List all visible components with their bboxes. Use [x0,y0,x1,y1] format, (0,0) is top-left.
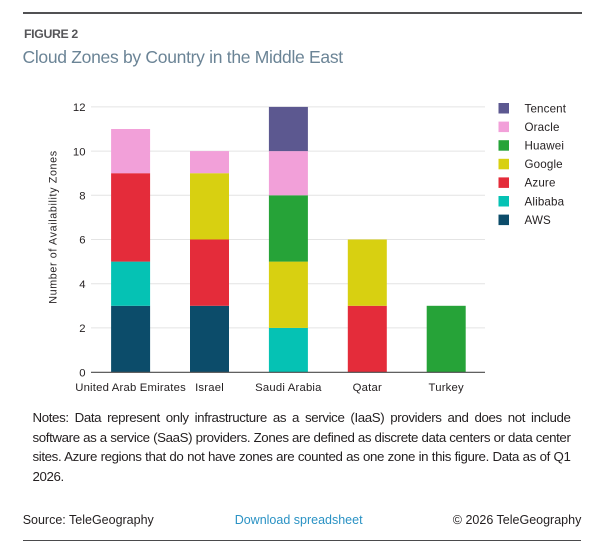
svg-text:Number of Availability Zones: Number of Availability Zones [48,150,60,303]
svg-text:United Arab Emirates: United Arab Emirates [75,382,186,394]
svg-text:Alibaba: Alibaba [525,195,565,208]
svg-text:Israel: Israel [195,382,224,394]
svg-text:Saudi Arabia: Saudi Arabia [255,382,322,394]
svg-text:Turkey: Turkey [429,382,464,394]
svg-text:10: 10 [73,146,86,158]
svg-text:Google: Google [525,158,563,171]
svg-text:8: 8 [79,190,85,202]
svg-text:4: 4 [79,279,85,291]
svg-text:Oracle: Oracle [525,121,560,134]
svg-text:2: 2 [79,323,85,335]
svg-text:6: 6 [79,235,85,247]
svg-text:Qatar: Qatar [353,382,382,394]
svg-text:Huawei: Huawei [525,140,565,153]
svg-text:0: 0 [79,367,85,379]
svg-text:Tencent: Tencent [525,102,567,115]
svg-text:Azure: Azure [525,177,556,190]
svg-text:12: 12 [73,102,86,114]
svg-text:AWS: AWS [525,214,552,227]
